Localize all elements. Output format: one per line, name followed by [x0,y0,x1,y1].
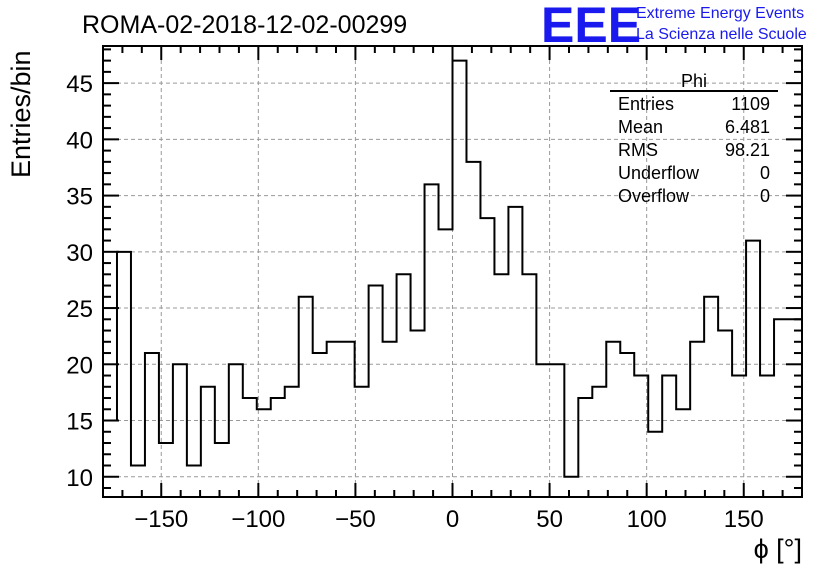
y-tick-label: 20 [66,352,93,379]
y-tick-label: 35 [66,184,93,211]
tick-marks [103,46,802,497]
x-tick-label: 0 [446,506,459,533]
x-tick-label: 150 [724,506,764,533]
y-tick-label: 10 [66,465,93,492]
y-axis-label: Entries/bin [6,50,36,178]
stats-row-label: Entries [618,94,674,114]
grid [103,46,802,497]
y-tick-label: 40 [66,127,93,154]
eee-logo-line1: Extreme Energy Events [636,5,804,22]
histogram-outline [103,59,802,478]
stats-row-label: Overflow [618,186,690,206]
stats-row-value: 0 [760,186,770,206]
tick-labels: −150 −100 −50 0 50 100 150 10 15 20 25 30 35 40 45 [66,71,763,533]
y-tick-label: 25 [66,296,93,323]
x-tick-label: −150 [134,506,188,533]
y-tick-label: 15 [66,409,93,436]
eee-logo: EEE Extreme Energy Events La Scienza nel… [541,0,807,53]
y-tick-label: 30 [66,240,93,267]
x-tick-label: −50 [335,506,376,533]
stats-row-value: 0 [760,163,770,183]
eee-logo-letters: EEE [541,0,641,53]
stats-row-value: 6.481 [725,117,770,137]
stats-row-value: 1109 [731,94,770,114]
stats-row-value: 98.21 [725,140,770,160]
x-tick-label: −100 [231,506,285,533]
eee-logo-line2: La Scienza nelle Scuole [636,26,807,43]
stats-box: Phi Entries 1109 Mean 6.481 RMS 98.21 Underflo… [610,71,778,206]
stats-rows: Entries 1109 Mean 6.481 RMS 98.21 Underflow 0 Ov… [618,94,770,206]
x-tick-label: 50 [536,506,563,533]
x-axis-label: ϕ [°] [754,534,802,564]
chart-title: ROMA-02-2018-12-02-00299 [82,11,407,39]
y-tick-label: 45 [66,71,93,98]
stats-row-label: RMS [618,140,658,160]
x-tick-label: 100 [627,506,667,533]
stats-row-label: Mean [618,117,663,137]
stats-row-label: Underflow [618,163,700,183]
stats-title: Phi [681,71,707,91]
